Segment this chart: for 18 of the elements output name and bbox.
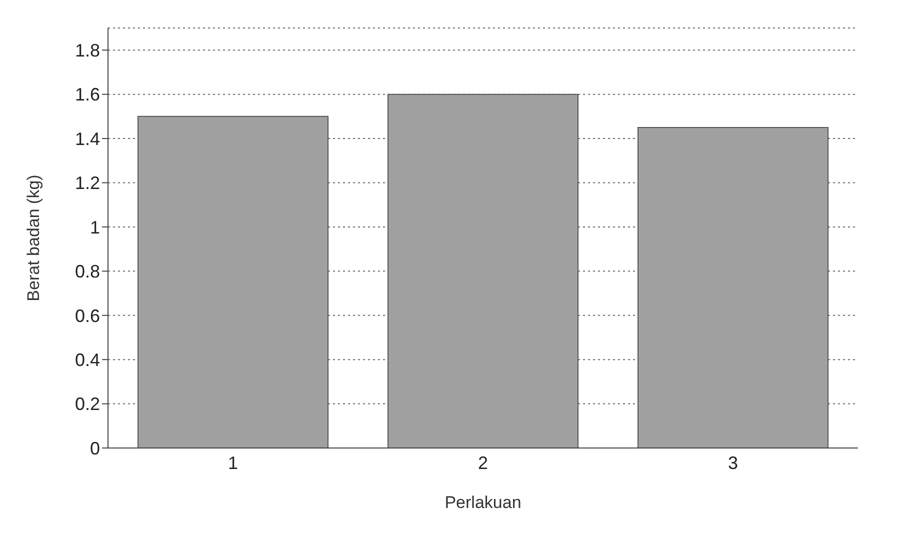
bar xyxy=(138,116,328,448)
x-tick-label: 2 xyxy=(478,452,488,473)
y-tick-label: 1 xyxy=(90,217,100,238)
y-tick-label: 1.4 xyxy=(74,128,100,149)
y-tick-label: 0 xyxy=(90,438,100,458)
y-tick-label: 0.6 xyxy=(74,306,100,326)
x-tick-label: 1 xyxy=(228,452,238,473)
y-tick-label: 1.6 xyxy=(74,84,100,105)
y-tick-label: 0.4 xyxy=(74,350,100,370)
bar xyxy=(638,126,828,448)
y-tick-label: 1.8 xyxy=(74,40,100,60)
x-tick-label: 3 xyxy=(728,452,738,473)
y-tick-label: 1.2 xyxy=(74,173,100,194)
bar xyxy=(388,94,578,448)
y-axis-title: Berat badan (kg) xyxy=(24,174,44,302)
y-tick-label: 0.8 xyxy=(74,262,100,282)
x-axis-title: Perlakuan xyxy=(444,493,522,512)
y-tick-label: 0.2 xyxy=(74,394,100,414)
